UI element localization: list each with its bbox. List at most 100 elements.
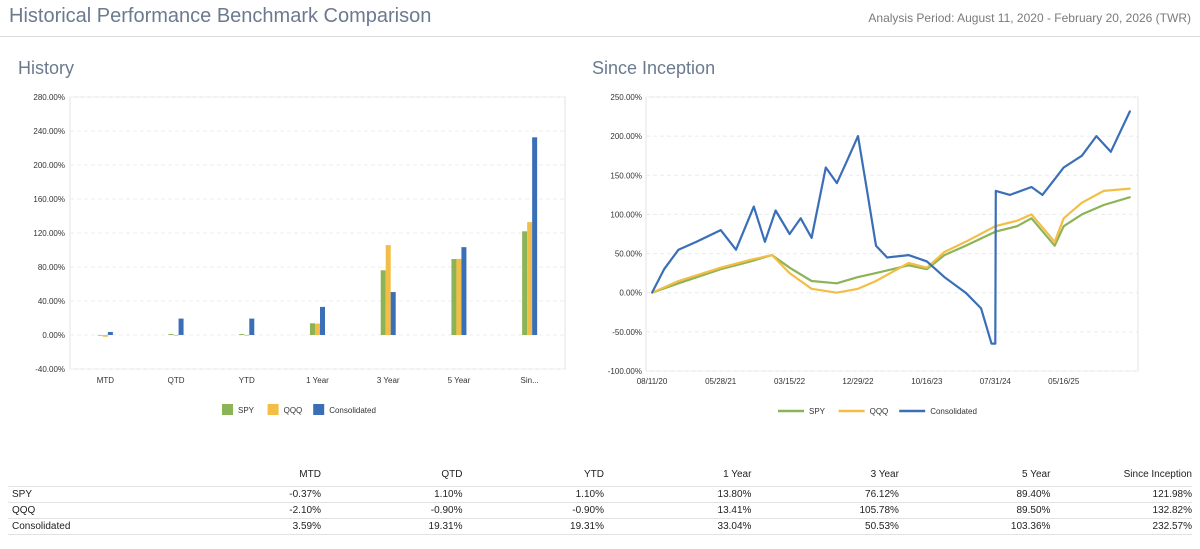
since-inception-chart-title: Since Inception	[592, 58, 716, 78]
summary-table: MTD QTD YTD 1 Year 3 Year 5 Year Since Incepti…	[8, 468, 1192, 535]
line-point-consolidated	[990, 342, 993, 345]
line-point-spy	[788, 266, 791, 269]
line-point-qqq	[875, 280, 877, 282]
page-header: Historical Performance Benchmark Compari…	[0, 0, 1200, 37]
line-point-qqq	[771, 254, 773, 257]
line-legend-label: SPY	[809, 407, 826, 416]
line-point-spy	[964, 244, 967, 247]
line-point-qqq	[1129, 187, 1131, 190]
table-cell: 132.82%	[1050, 502, 1192, 519]
bar-spy	[97, 335, 103, 336]
line-point-consolidated	[994, 190, 997, 192]
table-cell: 13.41%	[603, 502, 752, 519]
line-point-consolidated	[764, 240, 766, 243]
line-point-qqq	[835, 291, 838, 294]
bar-legend-swatch	[267, 404, 279, 415]
line-point-consolidated	[810, 237, 813, 239]
bar-x-tick-label: 3 Year	[377, 376, 400, 385]
row-label: Consolidated	[8, 518, 132, 535]
bar-legend-label: QQQ	[284, 406, 303, 415]
bar-qqq	[456, 258, 462, 335]
table-cell: 1.10%	[462, 486, 604, 503]
line-point-spy	[1129, 196, 1131, 199]
line-point-spy	[857, 276, 859, 278]
line-y-tick-label: -100.00%	[608, 367, 642, 376]
bar-spy	[310, 323, 315, 335]
line-point-qqq	[677, 280, 680, 282]
line-x-tick-label: 08/11/20	[637, 377, 668, 386]
line-y-tick-label: -50.00%	[612, 328, 642, 337]
bar-x-tick-label: MTD	[97, 376, 115, 385]
table-row: SPY -0.37% 1.10% 1.10% 13.80% 76.12% 89.40% 121…	[8, 486, 1192, 503]
line-point-spy	[925, 268, 928, 271]
bar-y-tick-label: 120.00%	[33, 229, 65, 238]
bar-qqq	[102, 335, 108, 337]
line-point-spy	[1030, 217, 1033, 220]
line-point-consolidated	[1095, 135, 1098, 138]
bar-x-tick-label: YTD	[239, 376, 255, 385]
column-header: MTD	[299, 468, 321, 480]
line-point-qqq	[1053, 240, 1056, 243]
line-series-consolidated	[651, 110, 1131, 345]
bar-legend-swatch	[222, 404, 233, 415]
line-point-qqq	[810, 287, 813, 290]
bar-y-tick-label: -40.00%	[35, 365, 65, 374]
line-point-qqq	[1030, 213, 1033, 216]
line-x-tick-label: 10/16/23	[911, 377, 943, 386]
bar-spy	[380, 270, 386, 335]
line-point-qqq	[907, 262, 910, 264]
line-point-consolidated	[875, 244, 877, 247]
line-y-tick-label: 100.00%	[610, 210, 642, 219]
line-series-qqq	[651, 187, 1131, 294]
bar-spy	[522, 231, 528, 335]
line-point-qqq	[925, 266, 928, 269]
column-header: QTD	[441, 468, 463, 480]
table-cell: 13.80%	[603, 486, 752, 503]
line-x-tick-label: 12/29/22	[842, 377, 874, 386]
line-point-consolidated	[735, 248, 737, 251]
bar-y-tick-label: 80.00%	[38, 263, 65, 272]
table-cell: 1.10%	[320, 486, 463, 503]
bar-y-tick-label: 0.00%	[42, 331, 65, 340]
line-y-tick-label: 50.00%	[615, 250, 642, 259]
bar-y-tick-label: 200.00%	[33, 161, 65, 170]
bar-consolidated	[461, 247, 467, 335]
table-row: QQQ -2.10% -0.90% -0.90% 13.41% 105.78% 89.50%…	[8, 502, 1192, 519]
line-point-qqq	[749, 258, 752, 261]
line-point-consolidated	[677, 248, 680, 251]
bar-qqq	[385, 245, 391, 335]
line-point-qqq	[943, 251, 946, 253]
line-point-consolidated	[824, 166, 827, 169]
bar-x-tick-label: 5 Year	[448, 376, 471, 385]
line-point-qqq	[1102, 190, 1105, 192]
line-point-consolidated	[964, 291, 967, 294]
line-point-qqq	[788, 272, 791, 275]
line-point-spy	[1062, 225, 1065, 228]
table-cell: 3.59%	[131, 518, 321, 535]
line-point-spy	[1081, 213, 1083, 216]
table-cell: -0.90%	[462, 502, 604, 519]
line-y-tick-label: 150.00%	[610, 171, 642, 180]
row-label: QQQ	[8, 502, 132, 519]
line-point-consolidated	[857, 135, 859, 138]
line-point-consolidated	[864, 182, 867, 185]
bar-consolidated	[249, 318, 255, 335]
line-point-spy	[677, 282, 680, 285]
line-x-tick-label: 05/16/25	[1048, 377, 1080, 386]
bar-y-tick-label: 240.00%	[33, 127, 65, 136]
bar-qqq	[173, 335, 179, 336]
line-x-tick-label: 07/31/24	[980, 377, 1012, 386]
line-point-qqq	[1081, 201, 1083, 204]
table-cell: 19.31%	[462, 518, 604, 535]
bar-spy	[168, 334, 174, 335]
bar-consolidated	[390, 292, 396, 335]
table-cell: -0.37%	[131, 486, 321, 503]
line-point-qqq	[719, 266, 722, 269]
bar-spy	[239, 334, 245, 335]
table-cell: 103.36%	[898, 518, 1051, 535]
table-cell: 89.50%	[898, 502, 1051, 519]
line-point-spy	[907, 264, 910, 267]
bar-qqq	[244, 335, 250, 336]
line-point-consolidated	[1053, 178, 1056, 181]
line-plot-frame	[645, 96, 1139, 372]
